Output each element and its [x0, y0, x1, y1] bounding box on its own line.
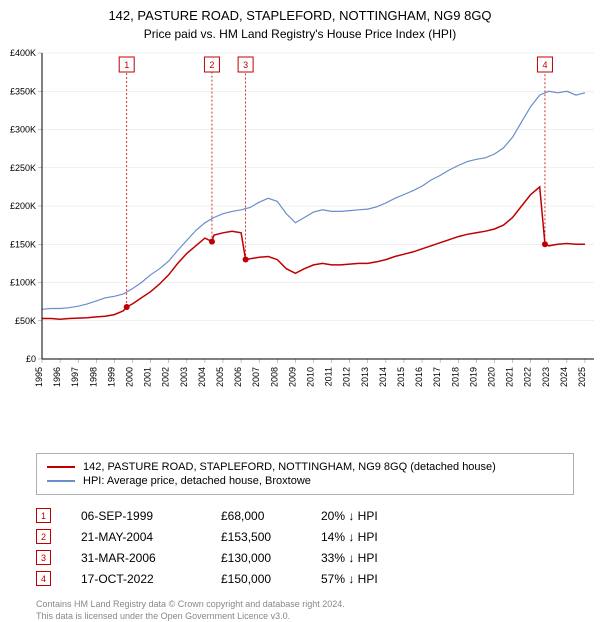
svg-text:2022: 2022	[523, 367, 533, 387]
transaction-date: 31-MAR-2006	[81, 551, 221, 565]
legend-row: HPI: Average price, detached house, Brox…	[47, 474, 563, 488]
transaction-date: 17-OCT-2022	[81, 572, 221, 586]
svg-text:2024: 2024	[559, 367, 569, 387]
transaction-row: 1 06-SEP-1999£68,00020% ↓ HPI	[36, 505, 574, 526]
svg-text:2025: 2025	[577, 367, 587, 387]
svg-text:£100K: £100K	[10, 278, 36, 288]
svg-text:£400K: £400K	[10, 48, 36, 58]
transaction-marker: 1	[36, 508, 51, 523]
transaction-pct: 57% ↓ HPI	[321, 572, 431, 586]
svg-text:2014: 2014	[378, 367, 388, 387]
legend-swatch	[47, 466, 75, 468]
chart-title: 142, PASTURE ROAD, STAPLEFORD, NOTTINGHA…	[0, 0, 600, 23]
svg-text:£350K: £350K	[10, 86, 36, 96]
footer-attribution: Contains HM Land Registry data © Crown c…	[36, 599, 574, 622]
svg-text:1996: 1996	[52, 367, 62, 387]
svg-text:2018: 2018	[450, 367, 460, 387]
svg-text:2000: 2000	[124, 367, 134, 387]
transaction-marker: 2	[36, 529, 51, 544]
svg-text:2005: 2005	[215, 367, 225, 387]
svg-text:2023: 2023	[541, 367, 551, 387]
svg-text:2016: 2016	[414, 367, 424, 387]
legend-box: 142, PASTURE ROAD, STAPLEFORD, NOTTINGHA…	[36, 453, 574, 495]
transaction-pct: 14% ↓ HPI	[321, 530, 431, 544]
transaction-row: 2 21-MAY-2004£153,50014% ↓ HPI	[36, 526, 574, 547]
transaction-pct: 20% ↓ HPI	[321, 509, 431, 523]
chart-plot-area: £0 £50K £100K £150K £200K £250K £300K £350K £400…	[0, 47, 600, 417]
svg-text:2007: 2007	[251, 367, 261, 387]
transaction-date: 21-MAY-2004	[81, 530, 221, 544]
svg-text:£250K: £250K	[10, 163, 36, 173]
svg-text:2003: 2003	[179, 367, 189, 387]
transaction-price: £153,500	[221, 530, 321, 544]
svg-text:1998: 1998	[88, 367, 98, 387]
transaction-marker: 4	[36, 571, 51, 586]
svg-text:4: 4	[542, 60, 547, 70]
transactions-table: 1 06-SEP-1999£68,00020% ↓ HPI 2 21-MAY-2004…	[36, 505, 574, 589]
svg-text:2015: 2015	[396, 367, 406, 387]
svg-text:1999: 1999	[106, 367, 116, 387]
svg-text:2006: 2006	[233, 367, 243, 387]
svg-text:2019: 2019	[468, 367, 478, 387]
svg-text:2: 2	[209, 60, 214, 70]
svg-text:1997: 1997	[70, 367, 80, 387]
legend-swatch	[47, 480, 75, 482]
transaction-price: £150,000	[221, 572, 321, 586]
svg-text:2013: 2013	[360, 367, 370, 387]
transaction-date: 06-SEP-1999	[81, 509, 221, 523]
transaction-pct: 33% ↓ HPI	[321, 551, 431, 565]
svg-text:2017: 2017	[432, 367, 442, 387]
svg-text:2009: 2009	[287, 367, 297, 387]
legend-row: 142, PASTURE ROAD, STAPLEFORD, NOTTINGHA…	[47, 460, 563, 474]
footer-line-2: This data is licensed under the Open Gov…	[36, 611, 574, 622]
svg-text:2002: 2002	[161, 367, 171, 387]
transaction-row: 3 31-MAR-2006£130,00033% ↓ HPI	[36, 547, 574, 568]
svg-text:2010: 2010	[305, 367, 315, 387]
svg-text:£0: £0	[26, 354, 36, 364]
svg-text:£50K: £50K	[15, 316, 36, 326]
svg-text:2004: 2004	[197, 367, 207, 387]
svg-text:2020: 2020	[486, 367, 496, 387]
chart-subtitle: Price paid vs. HM Land Registry's House …	[0, 23, 600, 47]
footer-line-1: Contains HM Land Registry data © Crown c…	[36, 599, 574, 611]
svg-text:2021: 2021	[505, 367, 515, 387]
svg-text:2011: 2011	[324, 367, 334, 386]
svg-text:£300K: £300K	[10, 125, 36, 135]
svg-text:£150K: £150K	[10, 239, 36, 249]
transaction-row: 4 17-OCT-2022£150,00057% ↓ HPI	[36, 568, 574, 589]
legend-label: HPI: Average price, detached house, Brox…	[83, 475, 311, 487]
svg-text:2012: 2012	[342, 367, 352, 387]
chart-svg: £0 £50K £100K £150K £200K £250K £300K £350K £400…	[0, 47, 600, 417]
transaction-price: £68,000	[221, 509, 321, 523]
svg-text:£200K: £200K	[10, 201, 36, 211]
svg-text:1: 1	[124, 60, 129, 70]
svg-text:3: 3	[243, 60, 248, 70]
transaction-marker: 3	[36, 550, 51, 565]
legend-label: 142, PASTURE ROAD, STAPLEFORD, NOTTINGHA…	[83, 461, 496, 473]
svg-text:2001: 2001	[143, 367, 153, 387]
transaction-price: £130,000	[221, 551, 321, 565]
svg-text:2008: 2008	[269, 367, 279, 387]
svg-text:1995: 1995	[34, 367, 44, 387]
